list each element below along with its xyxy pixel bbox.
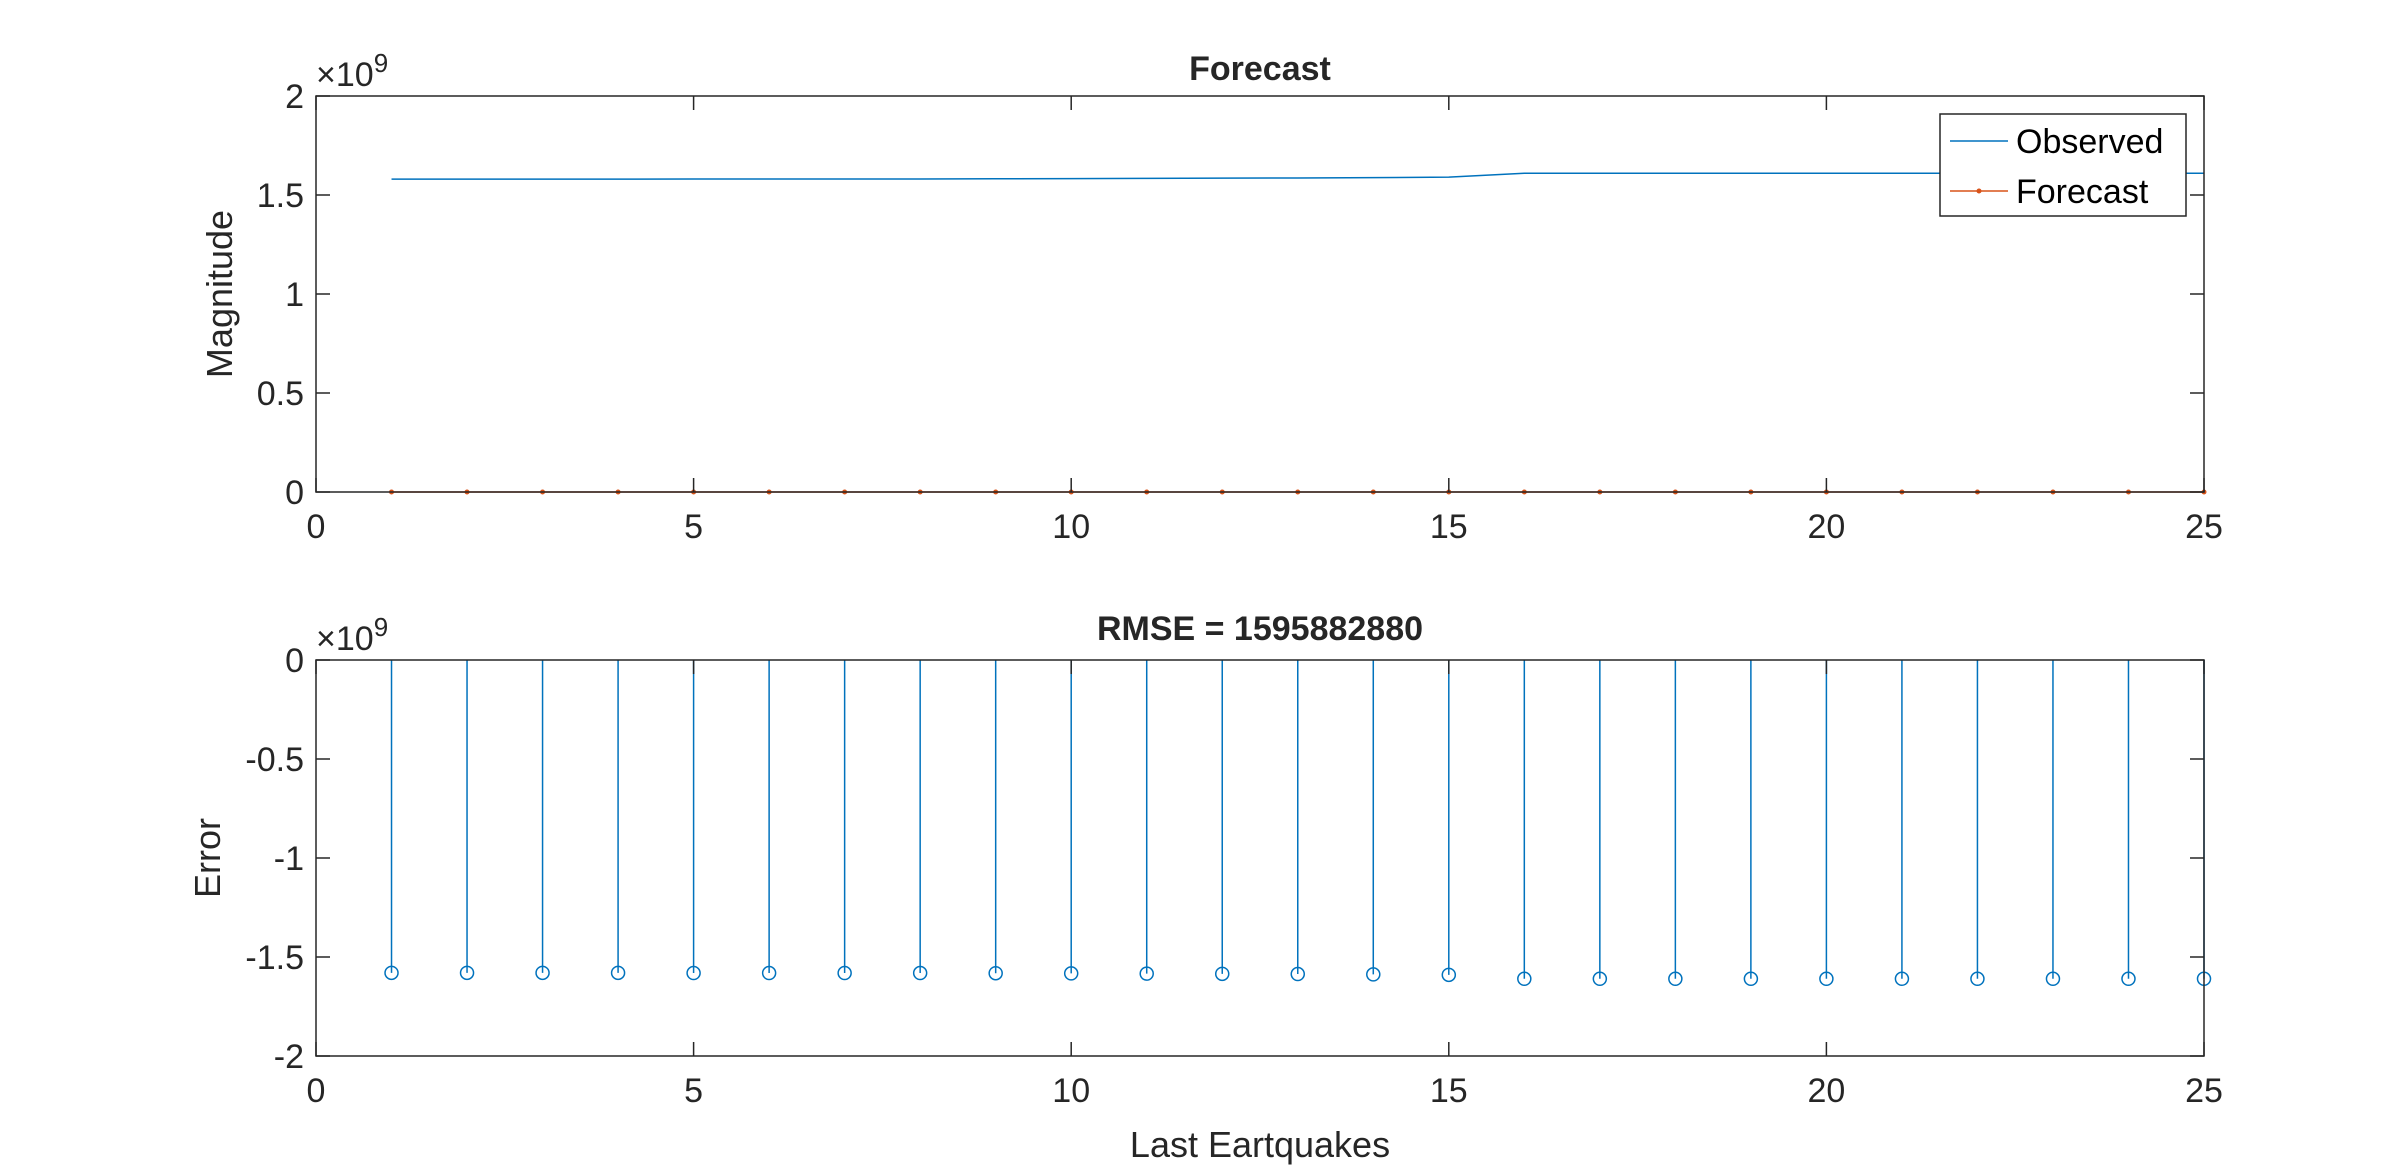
error-stem-marker [1894,971,1910,987]
error-stem-marker [1517,971,1532,987]
forecast-y-exponent-base: ×10 [316,56,374,94]
forecast-x-tick-label: 25 [2185,508,2223,546]
error-stem-marker [1819,971,1834,987]
forecast-x-tick-label: 5 [684,508,703,546]
error-x-tick-label: 25 [2185,1072,2223,1110]
error-y-tick-label: 0 [285,642,304,680]
forecast-y-tick-label: 1 [285,276,304,314]
forecast-x-tick-label: 15 [1430,508,1468,546]
error-stem-marker [535,965,550,981]
error-x-tick-label: 5 [684,1072,703,1110]
error-stem-marker [610,965,626,981]
error-axes: 0 5 10 15 20 25 0 -0.5 -1 -1.5 -2 RMSE = 159588288… [187,610,2223,1165]
error-stem-marker [1290,966,1306,982]
error-ticks: 0 5 10 15 20 25 0 -0.5 -1 -1.5 -2 [245,642,2223,1110]
error-title: RMSE = 1595882880 [1097,610,1423,648]
error-stem-marker [1366,967,1381,982]
error-stem-marker [384,965,399,981]
error-x-tick-label: 15 [1430,1072,1468,1110]
error-x-axis-label: Last Eartquakes [1130,1124,1390,1165]
error-y-tick-label: -0.5 [245,741,304,779]
error-y-tick-label: -1.5 [245,939,304,977]
forecast-plot-area [316,96,2204,492]
error-stem-marker [2121,971,2136,987]
error-y-exponent: ×109 [316,612,388,658]
legend-observed-label: Observed [2016,123,2163,161]
forecast-title: Forecast [1189,50,1331,88]
forecast-y-tick-label: 1.5 [257,177,304,215]
error-x-tick-label: 0 [307,1072,326,1110]
error-y-tick-label: -2 [274,1038,304,1076]
error-stem-marker [912,965,928,981]
error-x-tick-label: 20 [1807,1072,1845,1110]
error-stem-marker [1668,971,1683,987]
forecast-y-exponent-power: 9 [374,48,388,78]
error-stem-marker [1139,966,1154,981]
legend-box [1939,113,2187,217]
error-stem-marker [1063,966,1079,981]
error-y-axis-label: Error [187,818,228,898]
error-plot-area [316,660,2204,1056]
legend: Observed Forecast [1939,113,2187,217]
legend-forecast-label: Forecast [2016,173,2149,211]
forecast-x-tick-label: 0 [307,508,326,546]
error-x-tick-label: 10 [1052,1072,1090,1110]
forecast-y-tick-label: 0.5 [257,375,304,413]
error-stem-marker [2045,971,2061,987]
error-stem-marker [761,965,777,981]
forecast-y-tick-label: 2 [285,78,304,116]
error-stem-marker [1970,971,1985,987]
legend-forecast-marker [1976,188,1982,194]
error-stem-marker [1441,967,1457,983]
observed-series-line [391,172,2204,180]
error-stem-marker [1592,971,1608,987]
forecast-y-tick-label: 0 [285,474,304,512]
error-marks [384,660,2212,987]
forecast-ticks: 0 5 10 15 20 25 0 0.5 1 1.5 2 [257,78,2223,546]
error-stem-marker [459,965,475,981]
forecast-y-axis-label: Magnitude [199,210,240,378]
error-y-exponent-base: ×10 [316,620,374,658]
error-y-exponent-power: 9 [374,612,388,642]
error-stem-marker [837,965,852,981]
error-stem-marker [988,965,1003,981]
error-stem-marker [1743,971,1759,987]
error-stem-marker [686,965,701,981]
forecast-axes: 0 5 10 15 20 25 0 0.5 1 1.5 2 Forecast Magnitude ×… [199,48,2223,546]
forecast-x-tick-label: 10 [1052,508,1090,546]
forecast-x-tick-label: 20 [1807,508,1845,546]
error-y-tick-label: -1 [274,840,304,878]
error-stem-marker [1214,966,1230,982]
forecast-y-exponent: ×109 [316,48,388,94]
